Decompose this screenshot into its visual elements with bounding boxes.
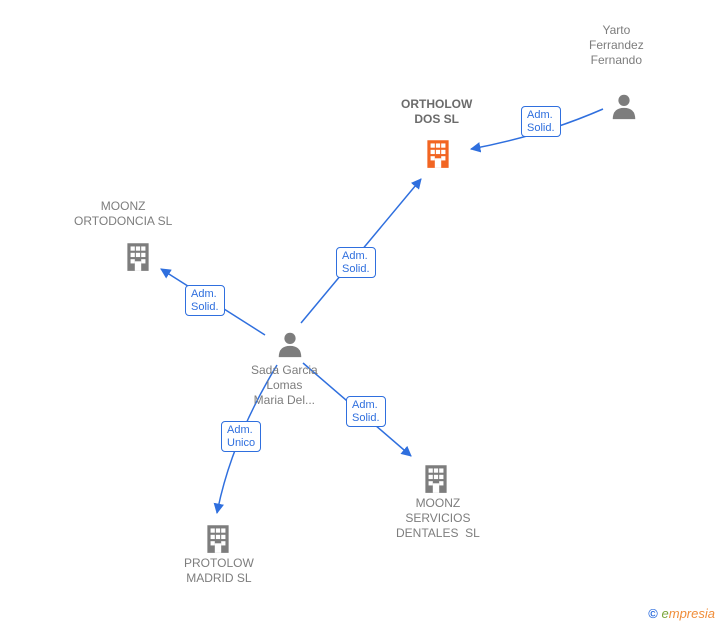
edge-label: Adm. Solid. xyxy=(521,106,561,137)
brand-rest: mpresia xyxy=(669,606,715,621)
diagram-canvas: ORTHOLOW DOS SL Yarto Ferrandez Fernando… xyxy=(0,0,728,630)
node-label-ortholow: ORTHOLOW DOS SL xyxy=(401,97,472,127)
brand-first-letter: e xyxy=(662,606,669,621)
footer-credit: © empresia xyxy=(648,606,715,621)
person-icon xyxy=(609,91,639,126)
building-icon xyxy=(419,461,453,500)
node-label-sada: Sada Garcia Lomas Maria Del... xyxy=(251,363,318,408)
edge-label: Adm. Solid. xyxy=(336,247,376,278)
node-label-moonz_serv: MOONZ SERVICIOS DENTALES SL xyxy=(396,496,480,541)
building-icon xyxy=(201,521,235,560)
edge-label: Adm. Unico xyxy=(221,421,261,452)
edge-label: Adm. Solid. xyxy=(185,285,225,316)
edge-label: Adm. Solid. xyxy=(346,396,386,427)
person-icon xyxy=(275,329,305,364)
node-label-yarto: Yarto Ferrandez Fernando xyxy=(589,23,644,68)
copyright-mark: © xyxy=(648,606,658,621)
building-icon xyxy=(421,136,455,175)
node-label-protolow: PROTOLOW MADRID SL xyxy=(184,556,254,586)
node-label-moonz_orto: MOONZ ORTODONCIA SL xyxy=(74,199,172,229)
building-icon xyxy=(121,239,155,278)
